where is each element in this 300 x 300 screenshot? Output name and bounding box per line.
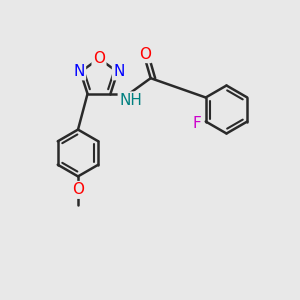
Text: NH: NH — [119, 93, 142, 108]
Text: N: N — [73, 64, 85, 79]
Text: O: O — [139, 47, 151, 62]
Text: F: F — [193, 116, 202, 130]
Text: O: O — [93, 51, 105, 66]
Text: N: N — [113, 64, 125, 79]
Text: O: O — [72, 182, 84, 197]
